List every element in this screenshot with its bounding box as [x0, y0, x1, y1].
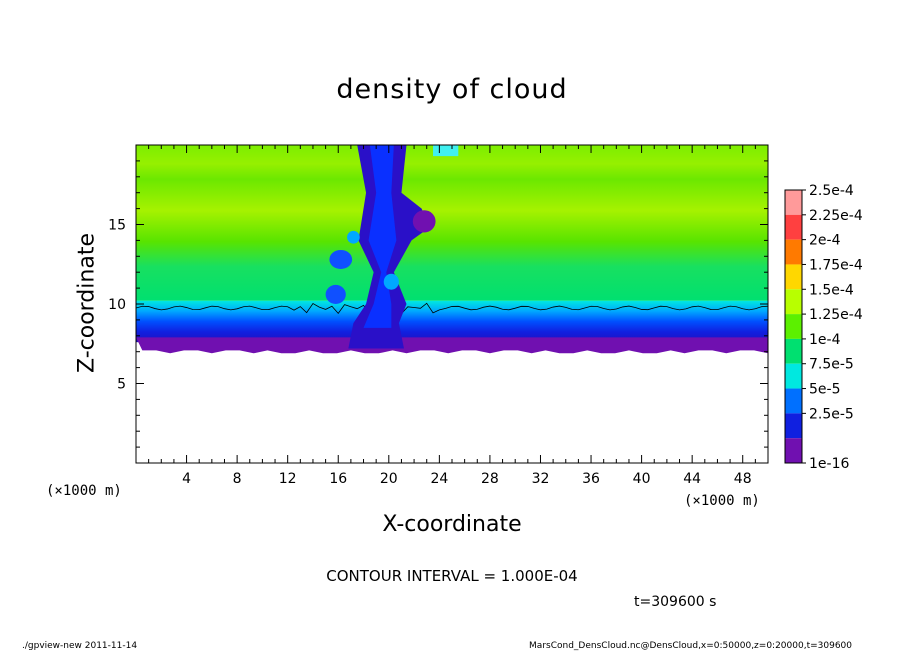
colorbar-swatch — [785, 214, 802, 240]
y-tick-label: 15 — [108, 218, 126, 234]
x-tick-label: 16 — [329, 471, 347, 487]
plume-top-fringe — [433, 145, 459, 157]
x-tick-label: 24 — [430, 471, 448, 487]
colorbar-label: 2.5e-4 — [809, 183, 854, 199]
colorbar-swatch — [785, 314, 802, 339]
x-tick-label: 40 — [633, 471, 651, 487]
colorbar-swatch — [785, 438, 802, 463]
colorbar-label: 2.5e-5 — [809, 406, 854, 422]
plume-blob-4 — [383, 273, 399, 290]
cloud-base — [136, 337, 768, 354]
footer-right: MarsCond_DensCloud.nc@DensCloud,x=0:5000… — [529, 641, 852, 651]
upper-cloud-layer — [136, 145, 768, 301]
cloud-density-field — [135, 145, 769, 463]
x-tick-label: 36 — [582, 471, 600, 487]
colorbar: 2.5e-4 2.25e-4 2e-4 1.75e-4 1.5e-4 1.25e-4 1e-… — [784, 183, 863, 472]
colorbar-swatch — [785, 190, 802, 215]
colorbar-frame — [784, 189, 803, 464]
colorbar-swatch — [785, 388, 802, 414]
colorbar-label: 1.5e-4 — [809, 282, 854, 298]
colorbar-swatch — [785, 239, 802, 265]
colorbar-swatch — [785, 264, 802, 290]
colorbar-swatch — [785, 289, 802, 315]
time-stamp: t=309600 s — [634, 594, 717, 610]
colorbar-label: 1e-16 — [809, 456, 849, 472]
contour-interval-note: CONTOUR INTERVAL = 1.000E-04 — [326, 567, 578, 585]
plume-blob-0 — [329, 249, 353, 270]
colorbar-label: 2.25e-4 — [809, 208, 863, 224]
x-tick-label: 32 — [532, 471, 550, 487]
y-axis-unit: (×1000 m) — [46, 483, 122, 499]
plume-blob-3 — [347, 230, 360, 244]
plume-blob-1 — [325, 284, 346, 304]
colorbar-label: 2e-4 — [809, 233, 841, 249]
lower-cloud-band — [136, 300, 768, 343]
colorbar-swatch — [785, 338, 802, 364]
plume-blob-2 — [412, 210, 436, 233]
colorbar-label: 7.5e-5 — [809, 357, 854, 373]
colorbar-label: 1.25e-4 — [809, 307, 863, 323]
x-tick-label: 4 — [182, 471, 191, 487]
x-axis-unit: (×1000 m) — [684, 493, 760, 509]
y-tick-label: 5 — [117, 377, 126, 393]
colorbar-label: 1.75e-4 — [809, 257, 863, 273]
colorbar-swatch — [785, 413, 802, 439]
x-tick-label: 48 — [734, 471, 752, 487]
x-axis-label: X-coordinate — [382, 512, 522, 537]
x-tick-label: 8 — [233, 471, 242, 487]
y-tick-label: 10 — [108, 297, 126, 313]
colorbar-swatch — [785, 363, 802, 389]
footer-left: ./gpview-new 2011-11-14 — [22, 641, 138, 651]
cloud-plume — [325, 145, 459, 349]
x-tick-label: 44 — [683, 471, 701, 487]
plume-inner — [363, 145, 397, 328]
contour-line — [135, 302, 769, 315]
x-tick-label: 20 — [380, 471, 398, 487]
colorbar-label: 5e-5 — [809, 382, 840, 398]
x-tick-label: 12 — [279, 471, 297, 487]
x-tick-label: 28 — [481, 471, 499, 487]
chart-title: density of cloud — [336, 74, 568, 105]
colorbar-label: 1e-4 — [809, 332, 841, 348]
